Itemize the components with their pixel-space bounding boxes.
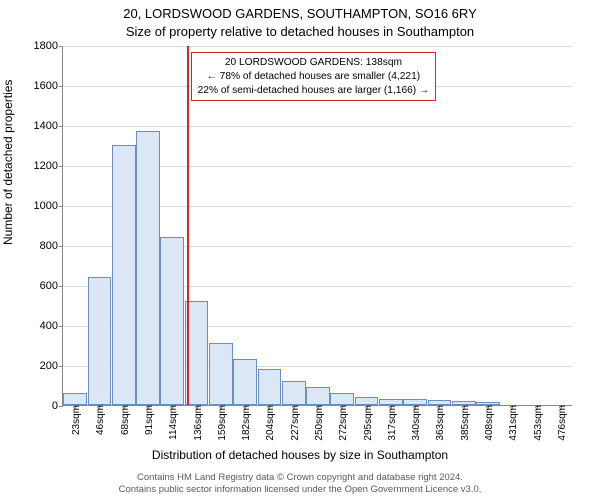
annotation-line: 22% of semi-detached houses are larger (… <box>198 84 430 98</box>
y-tick-label: 1800 <box>34 40 63 52</box>
attribution-line1: Contains HM Land Registry data © Crown c… <box>0 472 600 484</box>
x-tick-label: 453sqm <box>533 405 544 441</box>
gridline <box>63 46 572 47</box>
chart-title-line1: 20, LORDSWOOD GARDENS, SOUTHAMPTON, SO16… <box>0 6 600 21</box>
x-tick-label: 250sqm <box>314 405 325 441</box>
annotation-line: 20 LORDSWOOD GARDENS: 138sqm <box>198 56 430 70</box>
x-tick-label: 272sqm <box>338 405 349 441</box>
histogram-bar <box>282 381 306 405</box>
x-tick-label: 363sqm <box>435 405 446 441</box>
y-tick-label: 0 <box>52 400 63 412</box>
x-tick-label: 182sqm <box>241 405 252 441</box>
histogram-bar <box>306 387 330 405</box>
attribution-line2: Contains public sector information licen… <box>0 484 600 496</box>
marker-line <box>187 46 189 405</box>
histogram-bar <box>330 393 354 405</box>
y-tick-label: 1400 <box>34 120 63 132</box>
histogram-bar <box>160 237 184 405</box>
chart-container: 20, LORDSWOOD GARDENS, SOUTHAMPTON, SO16… <box>0 0 600 500</box>
x-tick-label: 68sqm <box>120 405 131 435</box>
annotation-box: 20 LORDSWOOD GARDENS: 138sqm← 78% of det… <box>191 52 437 101</box>
attribution-text: Contains HM Land Registry data © Crown c… <box>0 472 600 496</box>
x-tick-label: 431sqm <box>508 405 519 441</box>
histogram-bar <box>233 359 257 405</box>
x-tick-label: 317sqm <box>387 405 398 441</box>
x-tick-label: 476sqm <box>557 405 568 441</box>
x-tick-label: 340sqm <box>411 405 422 441</box>
y-tick-label: 800 <box>40 240 63 252</box>
y-axis-label: Number of detached properties <box>1 80 15 245</box>
y-tick-label: 1200 <box>34 160 63 172</box>
x-tick-label: 295sqm <box>363 405 374 441</box>
chart-title-line2: Size of property relative to detached ho… <box>0 24 600 39</box>
x-tick-label: 23sqm <box>71 405 82 435</box>
y-tick-label: 400 <box>40 320 63 332</box>
gridline <box>63 126 572 127</box>
x-tick-label: 114sqm <box>168 405 179 440</box>
histogram-bar <box>258 369 282 405</box>
histogram-bar <box>112 145 136 405</box>
x-tick-label: 385sqm <box>460 405 471 441</box>
y-tick-label: 200 <box>40 360 63 372</box>
histogram-bar <box>88 277 112 405</box>
y-tick-label: 600 <box>40 280 63 292</box>
histogram-bar <box>63 393 87 405</box>
x-tick-label: 204sqm <box>265 405 276 441</box>
histogram-bar <box>209 343 233 405</box>
annotation-line: ← 78% of detached houses are smaller (4,… <box>198 70 430 84</box>
x-tick-label: 227sqm <box>290 405 301 441</box>
x-tick-label: 136sqm <box>193 405 204 441</box>
histogram-bar <box>355 397 379 405</box>
x-tick-label: 91sqm <box>144 405 155 435</box>
histogram-bar <box>136 131 160 405</box>
y-tick-label: 1000 <box>34 200 63 212</box>
x-tick-label: 159sqm <box>217 405 228 441</box>
x-axis-label: Distribution of detached houses by size … <box>0 448 600 462</box>
y-tick-label: 1600 <box>34 80 63 92</box>
plot-area: 02004006008001000120014001600180023sqm46… <box>62 46 572 406</box>
x-tick-label: 46sqm <box>95 405 106 435</box>
x-tick-label: 408sqm <box>484 405 495 441</box>
